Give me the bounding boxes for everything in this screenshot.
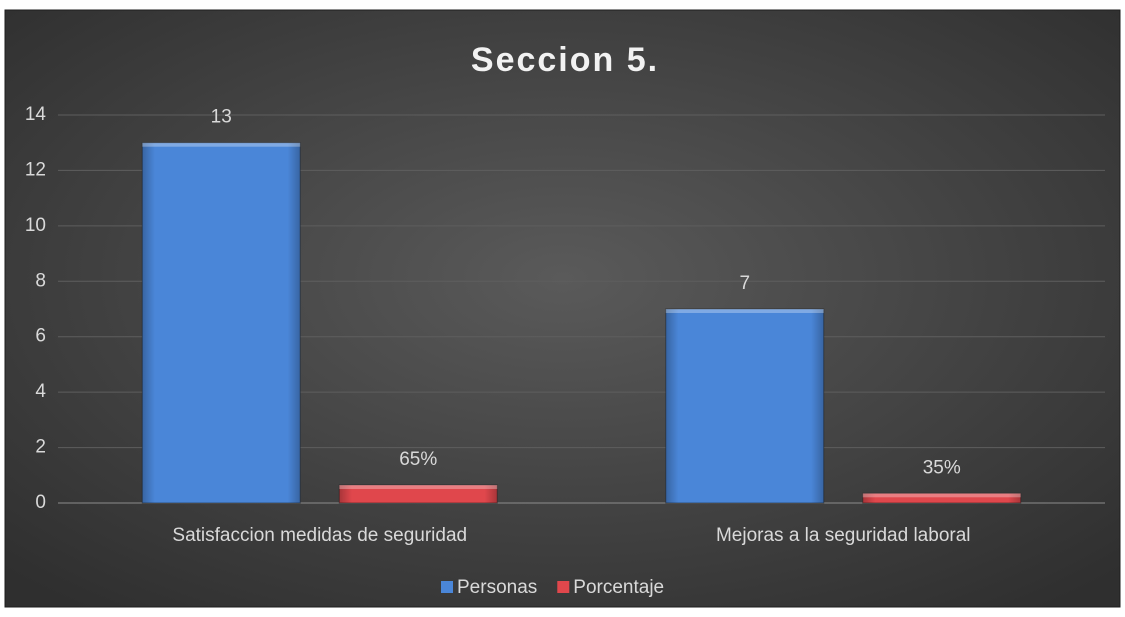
- y-tick-label: 12: [25, 159, 46, 180]
- y-tick-label: 10: [25, 215, 46, 236]
- legend-swatch: [441, 581, 453, 593]
- x-tick-label: Mejoras a la seguridad laboral: [716, 525, 971, 546]
- data-label: 13: [211, 107, 232, 128]
- bar-top: [665, 309, 824, 313]
- legend-label: Porcentaje: [573, 577, 664, 598]
- data-label: 35%: [923, 457, 961, 478]
- legend-label: Personas: [457, 577, 537, 598]
- bar-top: [142, 142, 301, 147]
- y-tick-label: 6: [35, 326, 46, 347]
- data-label: 7: [739, 273, 750, 294]
- y-tick-label: 14: [25, 104, 47, 125]
- x-tick-label: Satisfaccion medidas de seguridad: [172, 525, 467, 546]
- legend-swatch: [557, 581, 570, 593]
- data-label: 65%: [399, 449, 437, 470]
- y-tick-label: 8: [35, 270, 46, 291]
- bar-top: [339, 484, 498, 489]
- bar-shade: [142, 142, 301, 503]
- bar-top: [862, 493, 1021, 498]
- chart-title: Seccion 5.: [471, 41, 659, 79]
- bar-shade: [665, 309, 824, 503]
- y-tick-label: 0: [35, 492, 46, 513]
- bar-shade: [862, 493, 1021, 503]
- y-tick-label: 2: [35, 437, 46, 458]
- bar-shade: [339, 484, 498, 503]
- y-tick-label: 4: [35, 381, 46, 402]
